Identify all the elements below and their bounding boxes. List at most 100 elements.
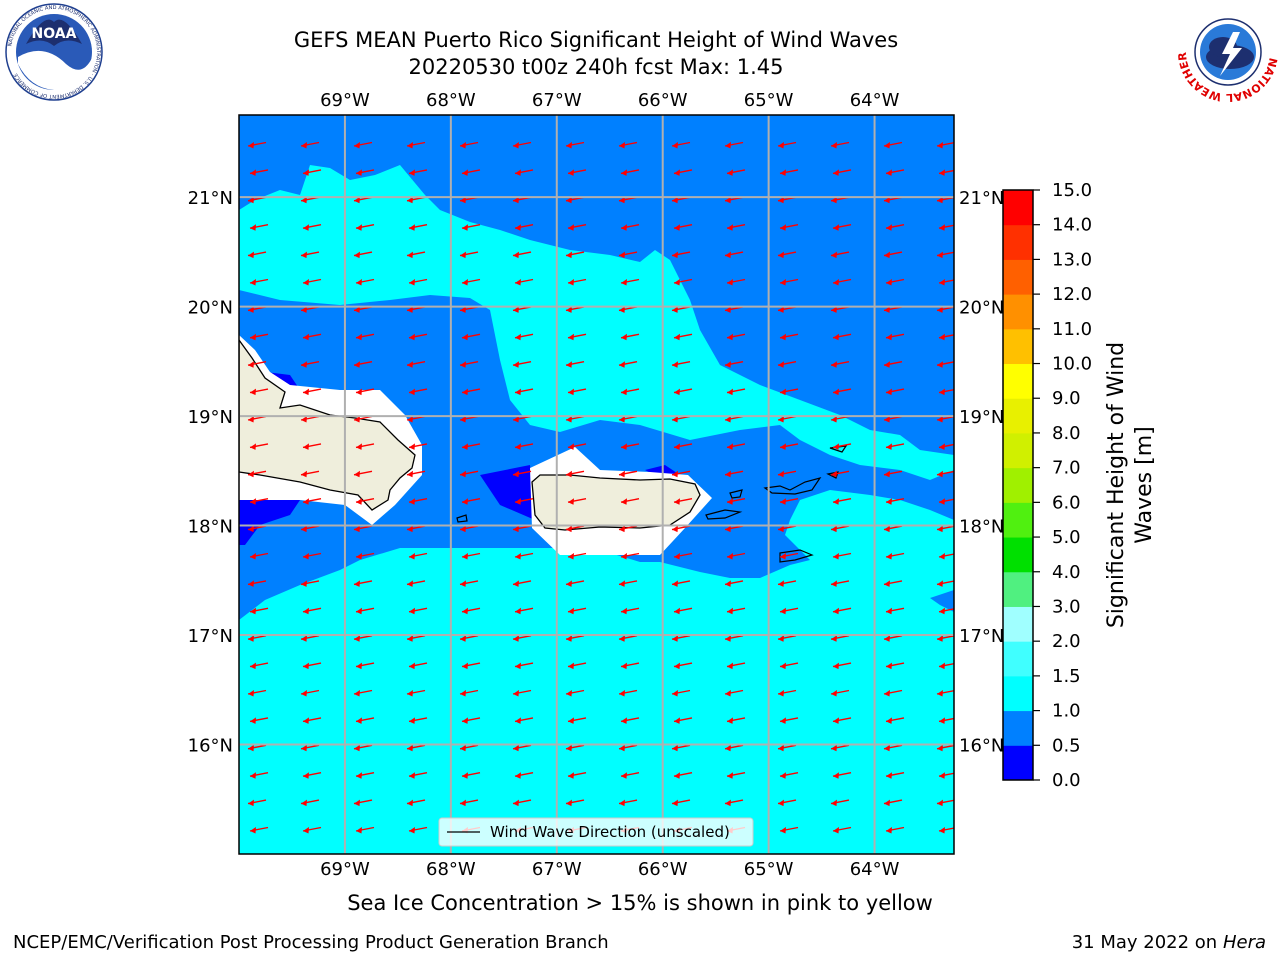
wave-direction-arrowhead <box>356 333 362 341</box>
map-area <box>239 115 954 861</box>
wave-direction-arrowhead <box>672 580 678 587</box>
wave-direction-arrowhead <box>462 662 468 670</box>
wave-direction-arrowhead <box>884 635 890 642</box>
wave-direction-arrowhead <box>727 717 733 724</box>
wave-direction-arrowhead <box>778 470 784 478</box>
wave-direction-arrowhead <box>248 690 254 697</box>
wave-direction-arrowhead <box>248 251 254 259</box>
wave-direction-arrowhead <box>727 169 733 176</box>
wave-direction-arrowhead <box>515 772 521 779</box>
wave-direction-arrowhead <box>725 470 731 478</box>
colorbar-tick-label: 4.0 <box>1052 562 1081 583</box>
wave-direction-arrow <box>460 855 478 859</box>
wave-direction-arrowhead <box>939 607 945 615</box>
wave-direction-arrowhead <box>460 690 466 697</box>
wave-direction-arrowhead <box>621 772 627 779</box>
wave-direction-arrowhead <box>460 361 466 368</box>
wave-direction-arrowhead <box>462 717 468 724</box>
wave-direction-arrowhead <box>303 607 309 615</box>
lon-tick-label-top: 68°W <box>426 90 476 111</box>
wave-direction-arrowhead <box>301 744 307 752</box>
wave-direction-arrowhead <box>621 169 627 176</box>
wave-direction-arrowhead <box>409 772 415 779</box>
map-tick-labels: 69°W 69°W 68°W 68°W 67°W 67°W 66°W 66°W 65°W 65°W… <box>188 90 1005 880</box>
colorbar <box>1003 190 1033 781</box>
wave-direction-arrowhead <box>513 142 519 149</box>
wave-direction-arrowhead <box>460 196 466 204</box>
wave-direction-arrowhead <box>833 607 839 615</box>
colorbar-tick-label: 9.0 <box>1052 388 1081 409</box>
wave-direction-arrowhead <box>672 196 678 204</box>
wave-direction-arrowhead <box>833 443 839 450</box>
colorbar-tick-label: 7.0 <box>1052 458 1081 479</box>
wave-direction-arrowhead <box>354 306 360 313</box>
wave-direction-arrowhead <box>407 744 413 752</box>
wave-direction-arrowhead <box>250 717 256 724</box>
wave-direction-arrowhead <box>407 854 413 861</box>
wave-direction-arrowhead <box>884 690 890 697</box>
wave-direction-arrowhead <box>727 224 733 231</box>
wave-direction-arrowhead <box>303 333 309 341</box>
wave-direction-arrowhead <box>780 169 786 176</box>
wave-direction-arrowhead <box>939 443 945 450</box>
wave-direction-arrowhead <box>831 525 837 533</box>
wave-direction-arrowhead <box>884 142 890 149</box>
wave-direction-arrow <box>248 855 266 859</box>
wave-direction-arrowhead <box>886 388 892 396</box>
lon-tick-label-bottom: 67°W <box>532 859 582 880</box>
wave-direction-arrowhead <box>727 662 733 670</box>
wave-direction-arrow <box>619 855 637 859</box>
wave-direction-arrowhead <box>937 306 943 313</box>
wave-direction-arrowhead <box>886 443 892 450</box>
lon-tick-label-bottom: 69°W <box>320 859 370 880</box>
wave-direction-arrowhead <box>515 498 521 505</box>
wave-direction-arrowhead <box>672 361 678 368</box>
wave-direction-arrow <box>407 855 425 859</box>
lon-tick-label-bottom: 68°W <box>426 859 476 880</box>
wave-direction-arrowhead <box>301 196 307 204</box>
wave-direction-arrowhead <box>937 525 943 533</box>
lat-tick-label-left: 18°N <box>188 517 233 538</box>
wave-direction-arrowhead <box>303 772 309 779</box>
wave-direction-arrowhead <box>568 662 574 670</box>
wave-direction-arrowhead <box>354 635 360 642</box>
wave-direction-arrowhead <box>460 525 466 533</box>
wave-direction-arrowhead <box>727 388 733 396</box>
wave-direction-arrowhead <box>619 580 625 587</box>
wave-direction-arrowhead <box>407 470 413 478</box>
wave-direction-arrowhead <box>939 662 945 670</box>
wave-direction-arrowhead <box>937 142 943 149</box>
wave-direction-arrowhead <box>672 306 678 313</box>
wave-direction-arrowhead <box>356 279 362 286</box>
wave-direction-arrowhead <box>939 388 945 396</box>
wave-direction-arrowhead <box>513 251 519 259</box>
wave-direction-arrowhead <box>780 333 786 341</box>
wave-direction-arrowhead <box>672 525 678 533</box>
map-frame <box>238 114 955 855</box>
wave-direction-arrowhead <box>780 224 786 231</box>
wave-direction-arrow <box>831 855 849 859</box>
wave-direction-arrowhead <box>621 279 627 286</box>
wave-direction-arrowhead <box>248 142 254 149</box>
wave-direction-arrowhead <box>619 416 625 423</box>
wave-direction-arrowhead <box>568 169 574 176</box>
lat-tick-label-right: 19°N <box>959 407 1004 428</box>
wave-direction-arrowhead <box>884 416 890 423</box>
wave-band-0-0.5-hispaniola <box>239 500 300 545</box>
wave-direction-arrowhead <box>354 580 360 587</box>
wave-direction-arrowhead <box>248 196 254 204</box>
wave-direction-arrowhead <box>621 607 627 615</box>
colorbar-segment <box>1003 432 1033 469</box>
wave-direction-arrowhead <box>621 498 627 505</box>
map-legend: Wind Wave Direction (unscaled) <box>438 817 754 847</box>
wave-direction-arrowhead <box>727 443 733 450</box>
wave-direction-arrowhead <box>619 635 625 642</box>
wave-direction-arrowhead <box>250 443 256 450</box>
sea-ice-note: Sea Ice Concentration > 15% is shown in … <box>347 891 933 915</box>
wave-direction-arrowhead <box>566 580 572 587</box>
wave-direction-arrowhead <box>831 580 837 587</box>
wave-direction-arrowhead <box>937 635 943 642</box>
nws-logo-icon: NATIONAL WEATHER SERVICE <box>1178 2 1278 102</box>
wave-direction-arrowhead <box>725 799 731 807</box>
lat-tick-label-right: 18°N <box>959 517 1004 538</box>
